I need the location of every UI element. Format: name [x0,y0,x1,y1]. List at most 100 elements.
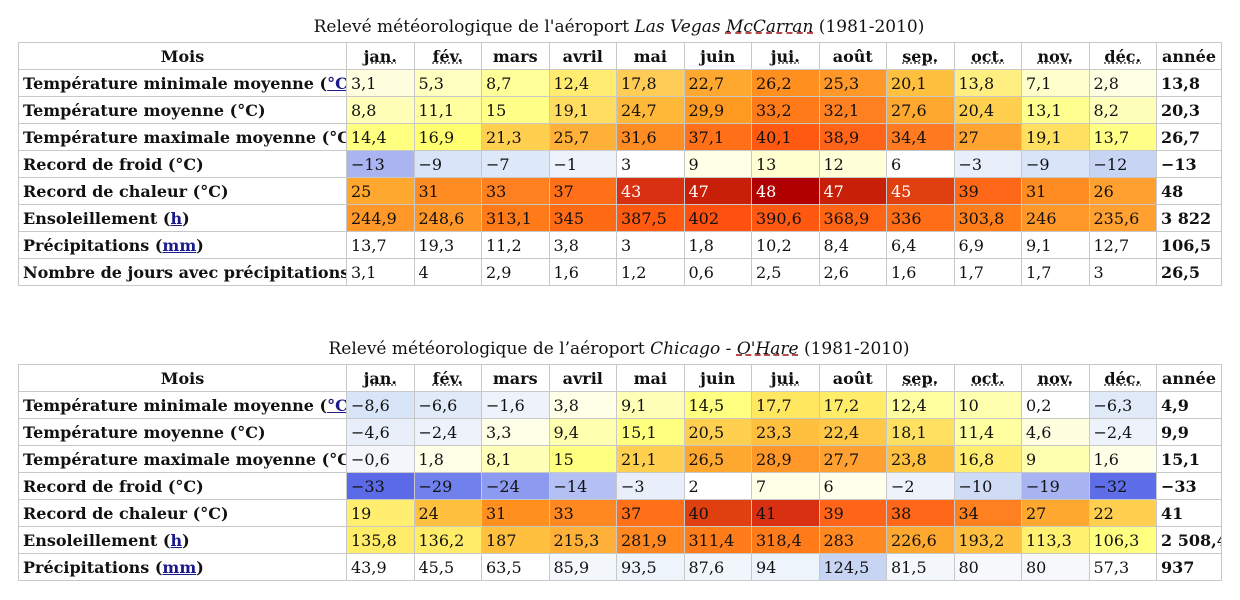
data-cell: 3 [616,150,685,178]
data-cell: 283 [818,526,887,554]
data-cell: 6,4 [886,231,955,259]
unit-link[interactable]: h [170,208,183,228]
data-cell: 136,2 [413,526,482,554]
data-cell: 32,1 [818,96,887,124]
data-cell: 45 [886,177,955,205]
data-cell: −12 [1088,150,1157,178]
row-label: Température moyenne (°C) [18,418,347,446]
data-cell: 1,7 [1021,258,1090,286]
data-cell: 402 [683,204,752,232]
data-cell: 11,4 [953,418,1022,446]
unit-link[interactable]: mm [162,557,197,577]
data-cell: 11,1 [413,96,482,124]
caption-place-link[interactable]: McCarran [725,17,814,37]
weather-table-chicago: Relevé météorologique de l’aéroport Chic… [18,334,1222,581]
data-cell: 43 [616,177,685,205]
caption-place-link[interactable]: O'Hare [736,339,799,359]
row-label: Record de chaleur (°C) [18,499,347,527]
year-cell: 9,9 [1156,418,1222,446]
data-cell: 45,5 [413,553,482,581]
unit-link[interactable]: °C [327,395,347,415]
data-cell: 10,2 [751,231,820,259]
data-cell: −10 [953,472,1022,500]
data-cell: −4,6 [346,418,415,446]
data-cell: 25 [346,177,415,205]
row-label-end: ) [196,557,204,577]
caption-place[interactable]: Las Vegas [634,17,721,37]
data-cell: 226,6 [886,526,955,554]
table-row: Température moyenne (°C) −4,6 −2,4 3,3 9,4 15… [18,418,1222,446]
data-cell: 10 [953,391,1022,419]
data-cell: 37,1 [683,123,752,151]
row-label: Précipitations (mm) [18,231,347,259]
row-label-text: Record de froid (°C) [23,154,204,174]
header-month: avril [548,364,617,392]
data-cell: 106,3 [1088,526,1157,554]
data-cell: 22,7 [683,69,752,97]
table-row: Record de chaleur (°C) 25 31 33 37 43 47 48 47 45… [18,177,1222,205]
row-label-text: Température minimale moyenne ( [23,73,328,93]
data-cell: 2,5 [751,258,820,286]
data-cell: 4 [413,258,482,286]
data-cell: 93,5 [616,553,685,581]
row-label-text: Record de chaleur (°C) [23,181,229,201]
data-cell: −3 [616,472,685,500]
year-cell: 2 508,4 [1156,526,1222,554]
row-label: Record de froid (°C) [18,150,347,178]
header-year: année [1156,42,1222,70]
header-month: jui. [751,42,820,70]
table-caption: Relevé météorologique de l'aéroport Las … [18,12,1220,42]
unit-link[interactable]: h [170,530,183,550]
unit-link[interactable]: °C [327,73,347,93]
row-label: Nombre de jours avec précipitations [18,258,347,286]
data-cell: 31,6 [616,123,685,151]
data-cell: 0,2 [1021,391,1090,419]
data-cell: 1,7 [953,258,1022,286]
data-cell: 48 [751,177,820,205]
data-cell: 15 [548,445,617,473]
data-cell: 113,3 [1021,526,1090,554]
row-label: Ensoleillement (h) [18,204,347,232]
data-cell: 4,6 [1021,418,1090,446]
header-mois: Mois [18,42,347,70]
data-cell: 87,6 [683,553,752,581]
caption-place[interactable]: Chicago [650,339,721,359]
table-row: Ensoleillement (h) 135,8 136,2 187 215,3 281,… [18,526,1222,554]
data-cell: 2,8 [1088,69,1157,97]
data-cell: 3,8 [548,231,617,259]
data-cell: 193,2 [953,526,1022,554]
row-label-text: Température maximale moyenne (°C) [23,127,347,147]
data-cell: 8,1 [481,445,550,473]
data-cell: −6,3 [1088,391,1157,419]
header-month: juin [683,364,752,392]
data-cell: 47 [683,177,752,205]
data-cell: 248,6 [413,204,482,232]
data-cell: −13 [346,150,415,178]
data-cell: 57,3 [1088,553,1157,581]
caption-suffix: (1981-2010) [798,339,910,359]
climate-table: Mois jan. fév. mars avril mai juin jui. août sep.… [18,364,1222,581]
year-cell: 41 [1156,499,1222,527]
data-cell: −32 [1088,472,1157,500]
table-row: Température moyenne (°C) 8,8 11,1 15 19,1 24,… [18,96,1222,124]
data-cell: 34 [953,499,1022,527]
header-month: jan. [346,364,415,392]
unit-link[interactable]: mm [162,235,197,255]
year-cell: 13,8 [1156,69,1222,97]
data-cell: 43,9 [346,553,415,581]
data-cell: 37 [616,499,685,527]
header-month: août [818,42,887,70]
row-label-text: Température moyenne (°C) [23,422,266,442]
year-cell: −33 [1156,472,1222,500]
row-label: Précipitations (mm) [18,553,347,581]
data-cell: 14,4 [346,123,415,151]
table-row: Température minimale moyenne (°C)3,15,38… [18,69,1222,97]
data-cell: 27,6 [886,96,955,124]
data-cell: 22 [1088,499,1157,527]
data-cell: 21,1 [616,445,685,473]
data-cell: 17,7 [751,391,820,419]
data-cell: 11,2 [481,231,550,259]
climate-table: Mois jan. fév. mars avril mai juin jui. août sep.… [18,42,1222,286]
year-cell: −13 [1156,150,1222,178]
data-cell: 6 [818,472,887,500]
